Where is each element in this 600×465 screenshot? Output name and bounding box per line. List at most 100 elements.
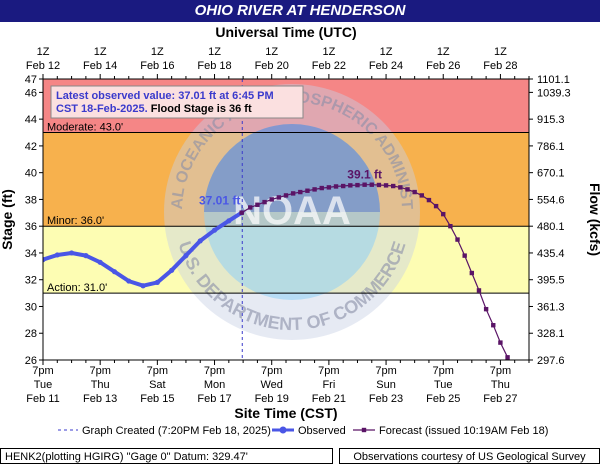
x-tick-time-5: 7pm [318, 365, 339, 377]
y2-tick-label-9: 915.3 [537, 114, 565, 126]
legend-observed-marker [279, 426, 287, 434]
top-tick-time-5: 1Z [322, 46, 335, 58]
observed-point-2 [68, 250, 75, 256]
info-line-2: CST 18-Feb-2025. Flood Stage is 36 ft [56, 103, 252, 115]
forecast-point-22 [398, 185, 403, 190]
forecast-point-32 [469, 270, 475, 276]
forecast-point-0 [239, 210, 244, 215]
x-tick-day-3: Mon [204, 379, 225, 391]
forecast-point-35 [491, 323, 496, 328]
crest-label: 39.1 ft [347, 168, 382, 182]
forecast-point-24 [412, 189, 417, 195]
forecast-point-12 [326, 185, 332, 190]
observed-point-10 [183, 253, 189, 259]
y2-tick-label-1: 328.1 [537, 328, 565, 340]
forecast-point-11 [319, 185, 324, 191]
x-tick-time-1: 7pm [89, 365, 110, 377]
top-axis-title: Universal Time (UTC) [215, 24, 356, 40]
forecast-point-9 [305, 188, 310, 193]
y2-tick-label-5: 480.1 [537, 221, 565, 233]
y2-tick-label-4: 435.4 [537, 248, 565, 260]
y-tick-label-7: 40 [25, 168, 37, 180]
forecast-point-1 [248, 205, 253, 210]
top-tick-time-0: 1Z [37, 46, 50, 58]
y-axis-title: Stage (ft) [0, 189, 15, 250]
observed-point-13 [226, 218, 232, 224]
forecast-point-15 [348, 183, 353, 188]
forecast-point-21 [391, 183, 396, 189]
forecast-point-26 [426, 197, 432, 203]
y2-tick-label-0: 297.6 [537, 355, 565, 367]
x-tick-day-2: Sat [149, 379, 166, 391]
top-tick-time-2: 1Z [151, 46, 164, 58]
x-tick-day-1: Thu [91, 379, 110, 391]
legend-forecast-marker [361, 427, 367, 433]
x-tick-day-6: Sun [376, 379, 396, 391]
top-tick-time-1: 1Z [94, 46, 107, 58]
top-tick-date-0: Feb 12 [26, 60, 60, 72]
forecast-point-23 [405, 187, 410, 192]
x-tick-day-7: Tue [434, 379, 453, 391]
x-tick-time-8: 7pm [490, 365, 511, 377]
bottom-axis-title: Site Time (CST) [234, 405, 337, 421]
top-tick-time-6: 1Z [380, 46, 393, 58]
legend-observed-label: Observed [298, 425, 346, 437]
watermark-upper [204, 124, 380, 212]
top-tick-date-4: Feb 20 [255, 60, 289, 72]
data-series [43, 182, 510, 360]
x-tick-time-7: 7pm [433, 365, 454, 377]
observed-point-4 [97, 259, 103, 265]
forecast-point-31 [462, 253, 467, 258]
forecast-point-36 [498, 340, 503, 345]
forecast-point-30 [455, 237, 460, 242]
y2-tick-label-6: 554.6 [537, 194, 565, 206]
top-tick-date-6: Feb 24 [369, 60, 403, 72]
forecast-point-20 [383, 183, 389, 188]
y2-tick-label-10: 1039.3 [537, 87, 571, 99]
forecast-point-4 [269, 197, 274, 202]
hydrograph-chart: NOAANATIONAL OCEANIC AND ATMOSPHERIC ADM… [0, 0, 600, 437]
x-tick-date-8: Feb 27 [483, 393, 517, 405]
observed-point-7 [140, 283, 146, 289]
chart-title: OHIO RIVER AT HENDERSON [0, 0, 600, 22]
x-tick-time-4: 7pm [261, 365, 282, 377]
observed-point-5 [111, 269, 118, 275]
y2-tick-label-7: 670.1 [537, 168, 565, 180]
forecast-point-3 [262, 199, 267, 205]
y2-axis-title: Flow (kcfs) [587, 183, 600, 256]
observed-point-1 [54, 252, 60, 258]
forecast-point-17 [362, 182, 367, 187]
x-tick-date-5: Feb 21 [312, 393, 346, 405]
observed-point-0 [43, 257, 46, 263]
top-tick-date-7: Feb 26 [426, 60, 460, 72]
x-tick-date-7: Feb 25 [426, 393, 460, 405]
forecast-point-8 [298, 189, 303, 195]
observed-point-8 [154, 279, 160, 285]
x-tick-day-5: Fri [322, 379, 335, 391]
top-tick-date-8: Feb 28 [483, 60, 517, 72]
info-box [50, 85, 304, 119]
top-tick-time-8: 1Z [494, 46, 507, 58]
forecast-point-13 [333, 184, 339, 189]
forecast-point-10 [312, 187, 317, 192]
x-tick-time-0: 7pm [32, 365, 53, 377]
forecast-point-6 [283, 193, 289, 198]
forecast-point-19 [376, 182, 382, 188]
x-tick-day-4: Wed [260, 379, 282, 391]
forecast-point-37 [505, 355, 510, 360]
legend-forecast-label: Forecast (issued 10:19AM Feb 18) [379, 425, 548, 437]
x-tick-time-6: 7pm [375, 365, 396, 377]
source-footer: Observations courtesy of US Geological S… [339, 448, 600, 464]
watermark-noaa-text: NOAA [233, 189, 351, 233]
forecast-point-34 [483, 306, 489, 312]
latest-value-label: 37.01 ft [199, 194, 240, 208]
datum-footer: HENK2(plotting HGIRG) "Gage 0" Datum: 32… [0, 448, 333, 464]
observed-point-6 [126, 278, 132, 284]
forecast-point-27 [433, 203, 439, 209]
y-tick-label-1: 28 [25, 328, 37, 340]
x-tick-day-0: Tue [34, 379, 53, 391]
observed-point-12 [211, 227, 218, 233]
x-tick-day-8: Thu [491, 379, 510, 391]
top-tick-time-4: 1Z [265, 46, 278, 58]
